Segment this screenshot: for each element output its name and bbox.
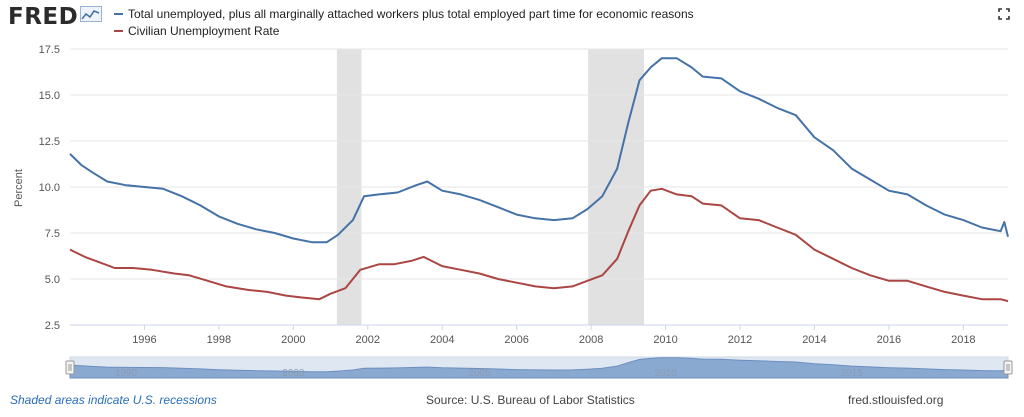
navigator-label: 2015 bbox=[841, 368, 864, 379]
navigator-handle-right[interactable] bbox=[1003, 360, 1013, 375]
navigator-label: 1990 bbox=[115, 368, 138, 379]
x-tick-label: 2002 bbox=[356, 334, 380, 346]
legend-label-unrate: Civilian Unemployment Rate bbox=[128, 23, 280, 38]
navigator-label: 2005 bbox=[468, 368, 491, 379]
navigator-area bbox=[69, 357, 1009, 379]
x-tick-label: 2012 bbox=[728, 334, 752, 346]
y-tick-label: 2.5 bbox=[45, 320, 60, 332]
series-lines bbox=[69, 57, 1009, 303]
legend-item-u6[interactable]: Total unemployed, plus all marginally at… bbox=[114, 5, 694, 22]
y-axis-ticks: 2.5 5.0 7.5 10.0 12.5 15.0 17.5 bbox=[39, 44, 60, 332]
y-tick-label: 15.0 bbox=[39, 90, 60, 102]
x-tick-label: 2000 bbox=[281, 334, 305, 346]
x-tick-label: 2014 bbox=[802, 334, 826, 346]
gridlines bbox=[70, 48, 1008, 326]
legend-swatch-unrate bbox=[114, 29, 123, 32]
footer: Shaded areas indicate U.S. recessions So… bbox=[0, 390, 1024, 417]
y-tick-label: 7.5 bbox=[45, 228, 60, 240]
y-tick-label: 10.0 bbox=[39, 182, 60, 194]
series-line-0 bbox=[69, 57, 1009, 244]
y-tick-label: 12.5 bbox=[39, 136, 60, 148]
legend-item-unrate[interactable]: Civilian Unemployment Rate bbox=[114, 22, 694, 39]
legend-swatch-u6 bbox=[114, 12, 123, 15]
x-axis-ticks: 1996 1998 2000 2002 2004 2006 2008 2010 2012 2014… bbox=[132, 325, 976, 346]
x-tick-label: 2010 bbox=[653, 334, 677, 346]
chart-header: FRED Total unemployed, plus all marginal… bbox=[0, 0, 1024, 44]
site-text: fred.stlouisfed.org bbox=[848, 393, 944, 407]
range-navigator[interactable]: 1990 2000 2005 2010 2015 bbox=[65, 356, 1013, 379]
logo-chart-icon bbox=[80, 6, 102, 22]
legend: Total unemployed, plus all marginally at… bbox=[114, 5, 694, 39]
x-tick-label: 2006 bbox=[504, 334, 528, 346]
fred-logo[interactable]: FRED bbox=[8, 4, 79, 30]
x-tick-label: 2004 bbox=[430, 334, 454, 346]
fullscreen-icon[interactable] bbox=[998, 8, 1010, 20]
legend-label-u6: Total unemployed, plus all marginally at… bbox=[128, 6, 694, 21]
x-tick-label: 1998 bbox=[207, 334, 231, 346]
x-tick-label: 2008 bbox=[579, 334, 603, 346]
navigator-handle-left[interactable] bbox=[65, 360, 75, 375]
y-tick-label: 5.0 bbox=[45, 274, 60, 286]
x-tick-label: 1996 bbox=[132, 334, 156, 346]
navigator-label: 2000 bbox=[282, 368, 305, 379]
recession-note-link[interactable]: Shaded areas indicate U.S. recessions bbox=[10, 393, 217, 407]
source-text: Source: U.S. Bureau of Labor Statistics bbox=[426, 393, 635, 407]
x-tick-label: 2016 bbox=[877, 334, 901, 346]
navigator-label: 2010 bbox=[654, 368, 677, 379]
y-tick-label: 17.5 bbox=[39, 44, 60, 56]
series-line-1 bbox=[69, 187, 1009, 303]
x-tick-label: 2018 bbox=[951, 334, 975, 346]
line-chart: 2.5 5.0 7.5 10.0 12.5 15.0 17.5 1996 1998 2000 20… bbox=[13, 44, 1013, 379]
y-axis-label: Percent bbox=[13, 169, 25, 207]
